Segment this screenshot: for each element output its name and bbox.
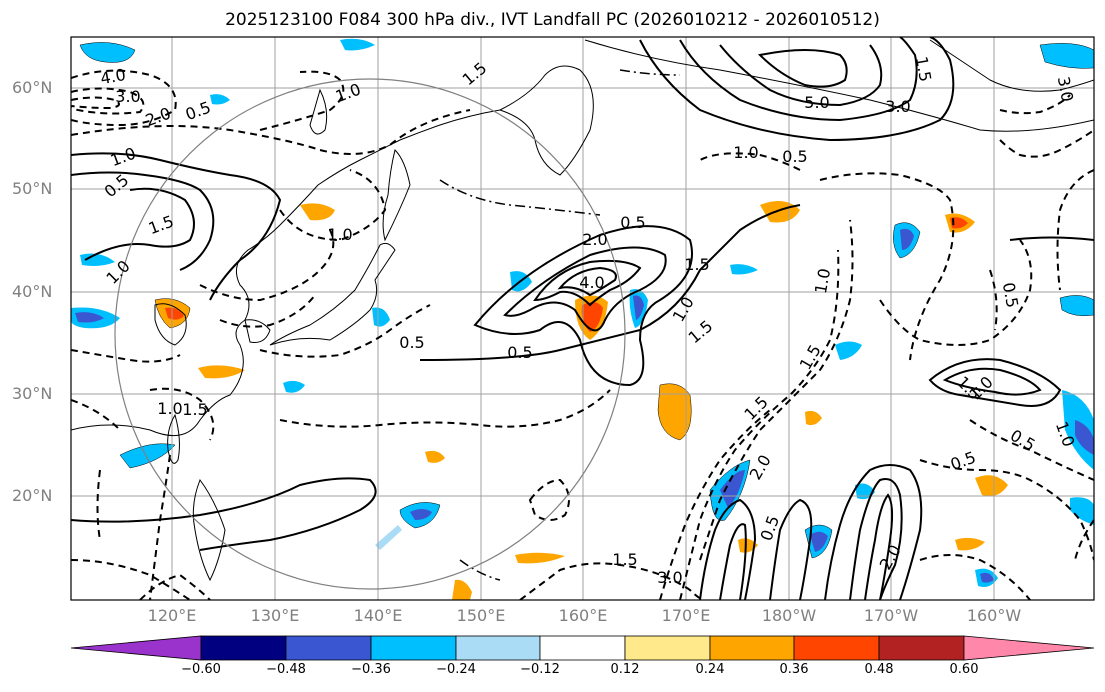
lon-label: 180°W [761,606,817,625]
contour-label: 1.0 [327,225,352,244]
contour-label: 0.5 [999,281,1022,309]
contour-label: 0.5 [507,343,532,362]
contour-label: 2.0 [746,451,775,483]
lon-label: 170°E [661,606,711,625]
contour-label: 0.5 [399,333,424,352]
colorbar-tick: −0.48 [266,662,306,677]
colorbar-tick: 0.48 [864,662,894,677]
contour-label: 1.5 [182,400,207,419]
colorbar-tick: 0.12 [610,662,640,677]
landfall-circle [114,78,626,590]
contour-label: 3.0 [115,87,140,106]
lon-label: 170°W [863,606,919,625]
colorbar-segment [539,635,626,661]
colorbar-max-arrow [963,635,1095,661]
lat-label: 40°N [12,282,53,301]
colorbar-tick: 0.24 [695,662,725,677]
lon-label: 150°E [456,606,506,625]
lat-label: 60°N [12,78,53,97]
colorbar-segment [285,635,372,661]
contour-label: 0.5 [1007,426,1039,455]
contour-label: 1.5 [740,392,771,423]
contour-label: 4.0 [99,65,127,88]
lon-label: 120°E [147,606,197,625]
contour-label: 4.0 [579,273,604,292]
colorbar [70,635,1095,661]
contour-label: 1.0 [669,293,698,325]
contour-label: 3.0 [657,568,682,587]
colorbar-segment [455,635,541,661]
colorbar-min-arrow [70,635,202,661]
contour-label: 1.0 [333,80,363,107]
colorbar-tick: 0.36 [779,662,809,677]
divergence-shading [71,38,1094,600]
contour-label: 1.5 [685,316,717,347]
contour-label: 1.0 [733,143,758,162]
colorbar-segment [200,635,287,661]
colorbar-segment [624,635,711,661]
lat-label: 30°N [12,384,53,403]
contour-label: 0.5 [183,98,213,125]
colorbar-segment [370,635,457,661]
contour-label: 0.5 [620,213,645,232]
contour-label: 3.0 [885,97,910,116]
contour-label: 0.5 [101,170,133,201]
map-frame [70,36,1095,601]
positive-contours [71,37,1094,600]
lon-label: 130°E [250,606,300,625]
lat-label: 50°N [12,179,53,198]
contour-label: 2.0 [876,541,905,573]
zero-contours [439,69,681,581]
colorbar-segment [878,635,965,661]
lat-label: 20°N [12,486,53,505]
contour-label: 3.0 [1054,75,1077,103]
lon-label: 140°E [353,606,403,625]
colorbar-segment [709,635,795,661]
lon-label: 160°W [966,606,1022,625]
contour-label: 1.5 [459,58,491,89]
contour-label: 1.0 [811,267,834,295]
colorbar-tick: −0.12 [520,662,560,677]
contour-label: 5.0 [804,93,829,112]
contour-label: 1.5 [684,255,709,274]
contour-label: 0.5 [782,147,807,166]
contour-label: 2.0 [582,230,607,249]
contour-label: 1.0 [108,144,138,171]
gridlines [71,37,1094,600]
colorbar-tick: 0.60 [949,662,979,677]
colorbar-segment [793,635,880,661]
negative-contours [71,69,1094,600]
lon-label: 160°E [558,606,608,625]
map-title: 2025123100 F084 300 hPa div., IVT Landfa… [225,10,880,30]
contour-label: 1.5 [912,55,935,83]
colorbar-tick: −0.60 [181,662,221,677]
contour-label: 1.0 [157,399,182,418]
colorbar-tick: −0.24 [436,662,476,677]
colorbar-tick: −0.36 [351,662,391,677]
contour-label: 1.5 [612,550,637,569]
